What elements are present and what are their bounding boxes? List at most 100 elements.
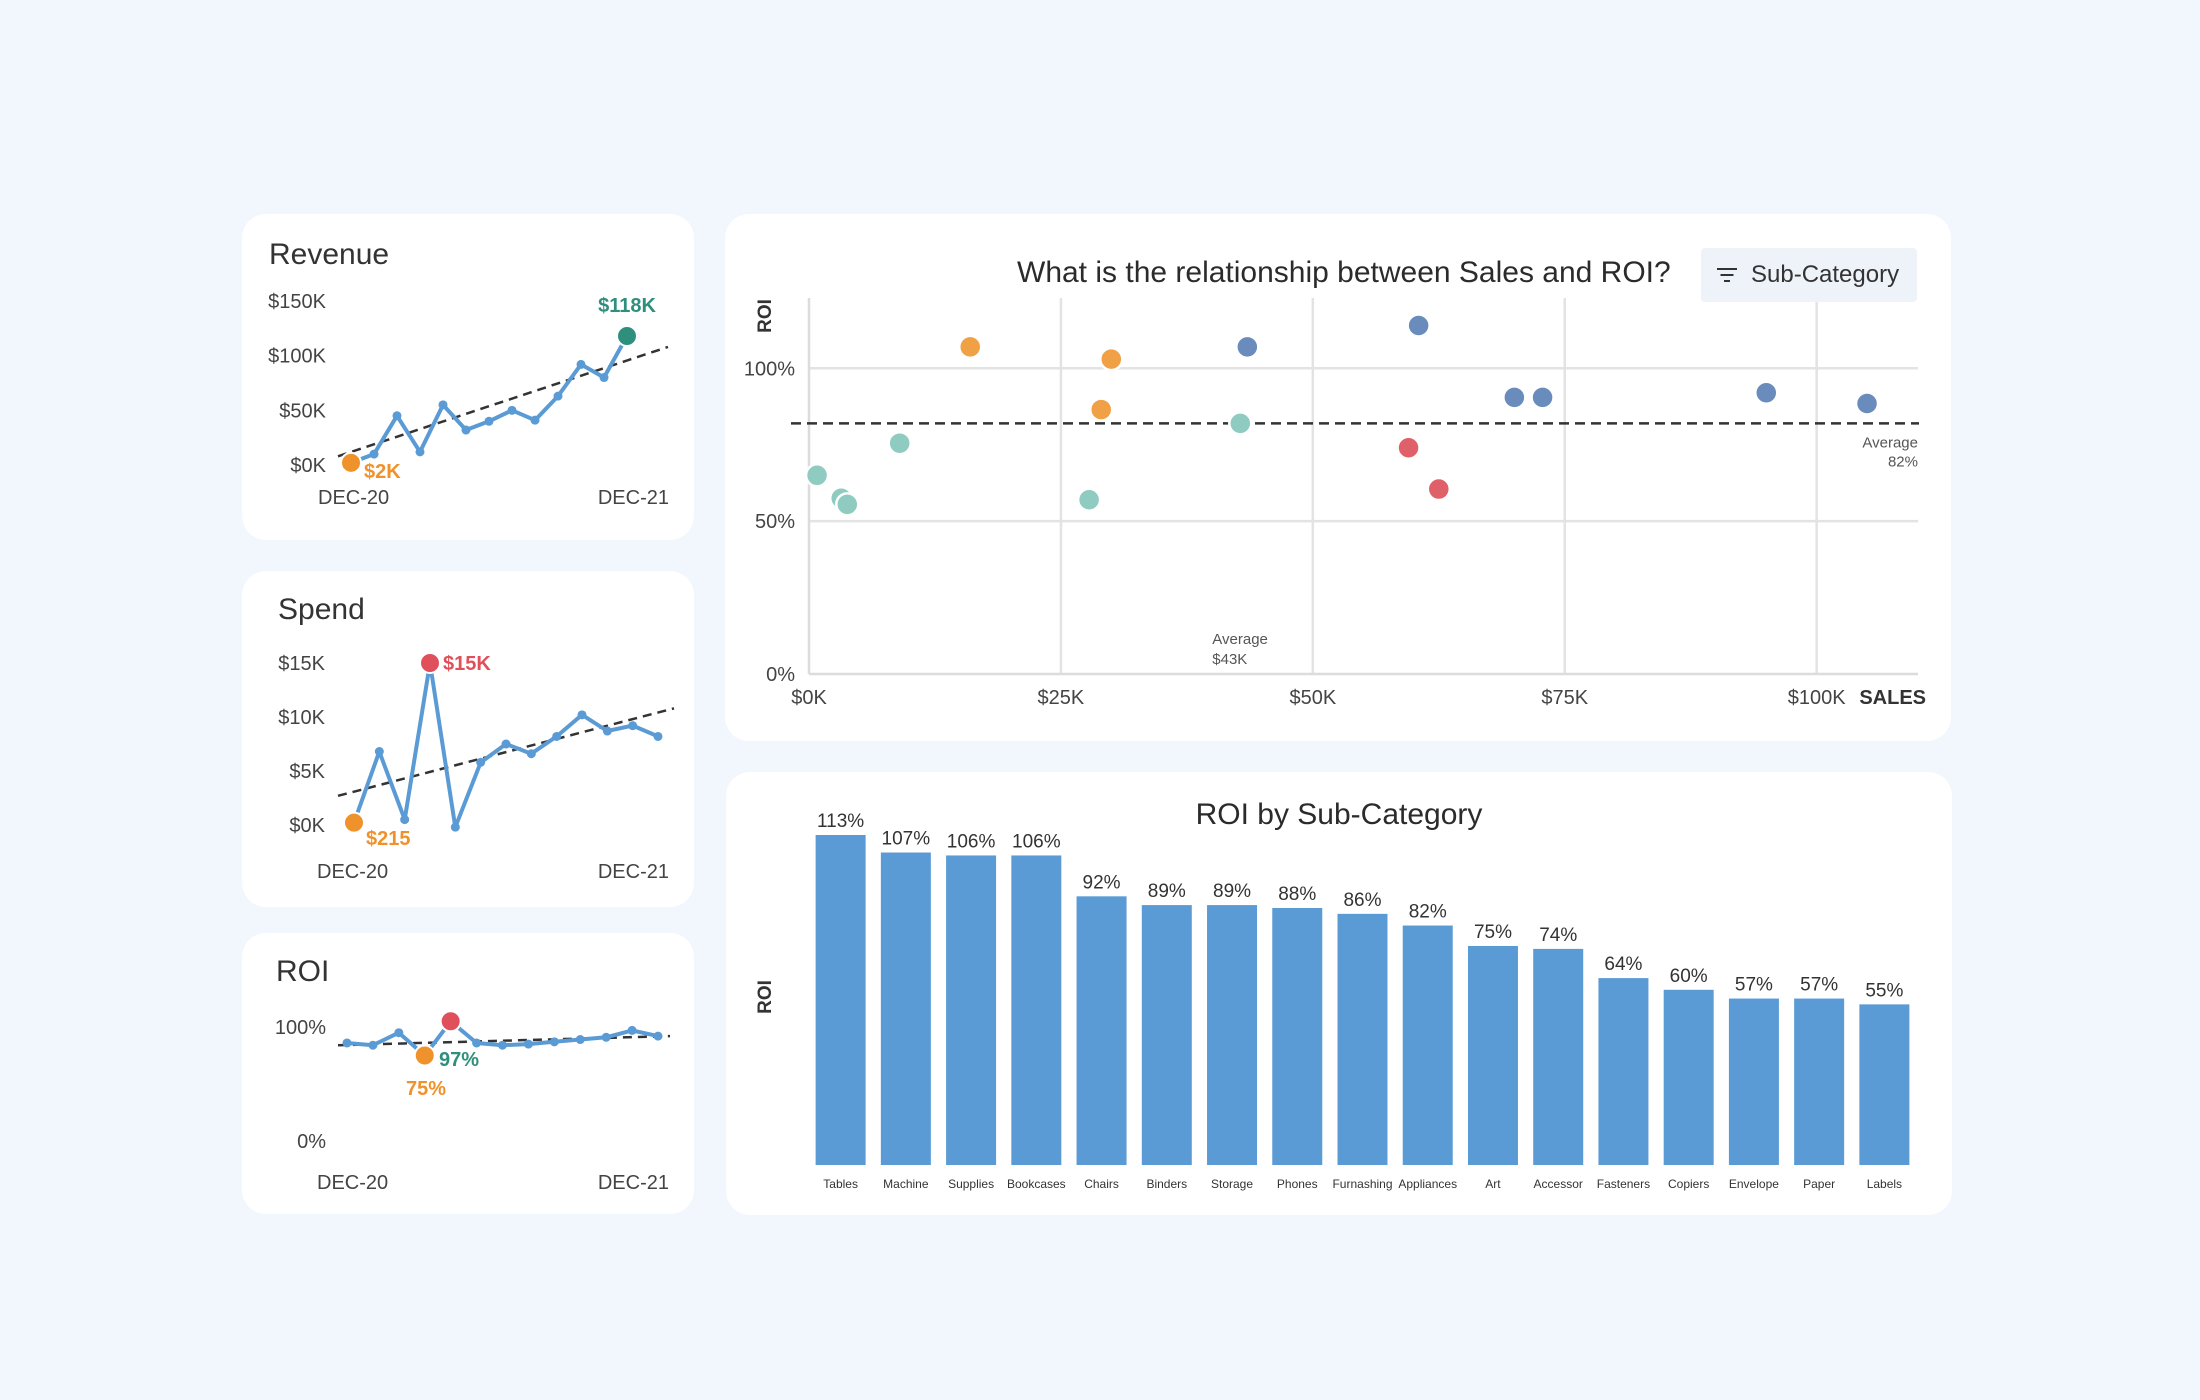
scatter-point [1088,397,1114,422]
revenue-card: Revenue $0K $50K $100K $150K DEC-20 DEC-21 $2K… [242,214,694,540]
scatter-point [1754,380,1779,406]
spend-card: Spend $0K $5K $10K $15K DEC-20 DEC-21 $215 $15K [242,571,694,907]
sales-roi-scatter: $0K $25K $50K $75K $100K 0% 50% 100% ROI SALES Ave… [744,298,1926,709]
scatter-x-tick-label: $50K [1289,687,1336,709]
bar-bookcases [1011,855,1062,1165]
scatter-title: What is the relationship between Sales a… [1017,256,1671,289]
bar-value-label: 89% [1148,881,1186,902]
bar-category-label: Machine [883,1177,929,1191]
revenue-min-point [340,451,362,474]
bar-value-label: 107% [882,829,931,850]
roi-trend-line [337,1034,671,1047]
sub-category-filter-button[interactable]: Sub-Category [1701,248,1917,302]
bar-storage [1207,905,1258,1165]
revenue-point [438,400,448,410]
scatter-x-tick-label: $100K [1788,687,1846,709]
scatter-point [1426,476,1452,502]
spend-trend-line [337,707,675,798]
spend-y-tick-label: $10K [278,707,325,729]
bar-category-label: Bookcases [1007,1177,1066,1191]
roi-point [342,1038,352,1048]
bar-value-label: 88% [1278,884,1316,905]
bar-tables [815,835,866,1165]
spend-y-tick-label: $5K [289,761,325,783]
revenue-series-line [350,335,629,465]
revenue-max-point [616,324,638,347]
bar-category-label: Labels [1867,1177,1902,1191]
bar-value-label: 106% [947,831,996,852]
bar-category-label: Supplies [948,1177,994,1191]
bar-category-label: Chairs [1084,1177,1119,1191]
bar-category-label: Appliances [1398,1177,1457,1191]
bar-category-label: Envelope [1729,1177,1779,1191]
spend-x-end-label: DEC-21 [598,861,669,883]
scatter-point [1502,385,1527,410]
roi-sparkline: 0% 100% DEC-20 DEC-21 75% 97% [275,1010,671,1194]
roi-card: ROI 0% 100% DEC-20 DEC-21 75% 97% [242,933,694,1214]
bar-card: ROI 113% Tables 107% Machine 106% Supplies 106%… [726,772,1952,1215]
spend-sparkline: $0K $5K $10K $15K DEC-20 DEC-21 $215 $15K [278,652,675,883]
revenue-point [507,405,517,415]
roi-x-end-label: DEC-21 [598,1172,669,1194]
bar-furnashing [1337,913,1388,1165]
scatter-average-sales-value: $43K [1212,651,1247,668]
bar-copiers [1663,989,1714,1165]
spend-max-point [419,652,441,674]
scatter-point [1076,487,1102,513]
bar-fasteners [1598,978,1649,1165]
scatter-point [1235,334,1260,360]
revenue-x-start-label: DEC-20 [318,487,389,509]
revenue-trend-line [337,345,669,458]
bar-chairs [1076,896,1127,1165]
spend-min-point [343,811,365,834]
scatter-y-tick-label: 50% [755,511,795,533]
roi-title: ROI [276,955,330,988]
bar-art [1467,945,1518,1165]
filter-icon [1717,266,1737,284]
revenue-point [484,416,494,426]
revenue-y-tick-label: $150K [268,291,326,313]
spend-point [577,710,587,720]
bar-envelope [1728,998,1779,1165]
spend-point [450,822,460,832]
spend-y-tick-label: $15K [278,653,325,675]
bar-category-label: Storage [1211,1177,1253,1191]
revenue-point [461,425,471,435]
spend-min-label: $215 [366,828,411,850]
scatter-x-tick-label: $75K [1541,687,1588,709]
filter-label: Sub-Category [1751,261,1900,288]
roi-point [549,1037,559,1047]
spend-point [400,815,410,825]
scatter-average-roi-label: Average [1862,434,1918,451]
bar-phones [1272,908,1323,1165]
bar-accessor [1533,948,1584,1165]
roi-point [575,1035,585,1045]
scatter-point [1854,391,1880,416]
spend-point [526,749,536,759]
roi-point [627,1025,637,1035]
bar-value-label: 64% [1604,954,1642,975]
scatter-y-tick-label: 100% [744,358,795,380]
revenue-max-label: $118K [598,295,656,317]
bar-value-label: 75% [1474,922,1512,943]
revenue-y-tick-label: $100K [268,346,326,368]
bar-category-label: Fasteners [1597,1177,1650,1191]
bar-value-label: 82% [1409,902,1447,923]
spend-x-start-label: DEC-20 [317,861,388,883]
revenue-point [553,391,563,401]
bar-category-label: Accessor [1534,1177,1583,1191]
scatter-x-tick-label: $0K [791,687,827,709]
bar-value-label: 55% [1865,980,1903,1001]
revenue-point [576,359,586,369]
revenue-x-end-label: DEC-21 [598,487,669,509]
roi-by-subcategory-bar-chart: ROI 113% Tables 107% Machine 106% Supplies 106%… [755,811,1910,1191]
bar-value-label: 57% [1735,975,1773,996]
revenue-min-label: $2K [364,461,401,483]
roi-x-start-label: DEC-20 [317,1172,388,1194]
bar-value-label: 113% [817,811,864,832]
spend-point [628,721,638,731]
roi-min-point [413,1044,436,1067]
bar-category-label: Copiers [1668,1177,1709,1191]
bar-category-label: Furnashing [1332,1177,1392,1191]
scatter-x-axis-label: SALES [1859,687,1926,709]
